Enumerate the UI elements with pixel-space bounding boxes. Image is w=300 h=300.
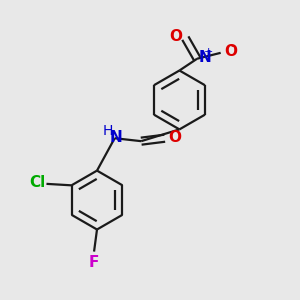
- Text: Cl: Cl: [29, 176, 45, 190]
- Text: F: F: [89, 255, 99, 270]
- Text: N: N: [198, 50, 211, 65]
- Text: +: +: [204, 47, 214, 57]
- Text: N: N: [110, 130, 122, 145]
- Text: H: H: [103, 124, 113, 138]
- Text: O: O: [168, 130, 181, 145]
- Text: O: O: [169, 29, 182, 44]
- Text: -: -: [230, 41, 234, 51]
- Text: O: O: [224, 44, 237, 59]
